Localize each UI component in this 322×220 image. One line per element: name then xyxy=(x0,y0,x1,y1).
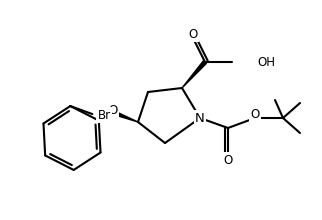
Text: N: N xyxy=(195,112,205,125)
Text: O: O xyxy=(188,28,198,40)
Polygon shape xyxy=(111,110,138,122)
Text: O: O xyxy=(223,154,232,167)
Text: O: O xyxy=(109,103,118,117)
Text: OH: OH xyxy=(257,55,275,68)
Text: Br: Br xyxy=(98,108,111,121)
Text: O: O xyxy=(251,108,260,121)
Polygon shape xyxy=(182,61,206,88)
